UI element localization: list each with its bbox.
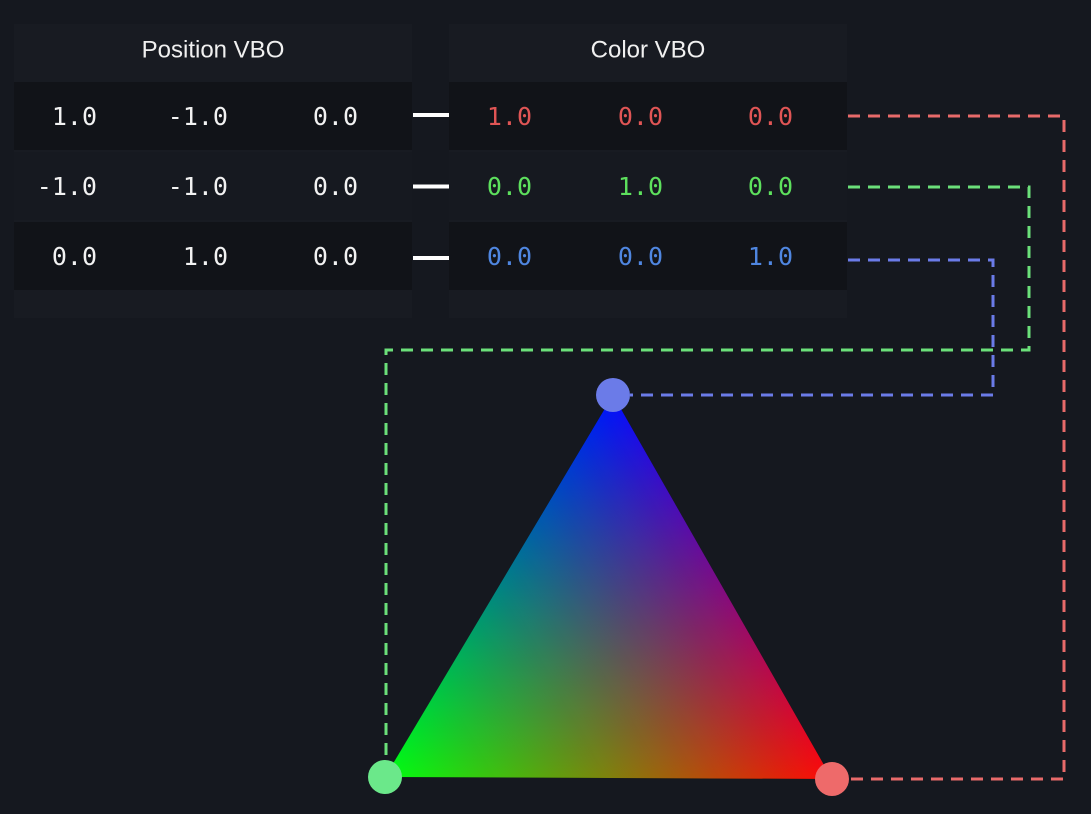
cell-value: 0.0 bbox=[487, 172, 532, 201]
cell-value: 1.0 bbox=[748, 242, 793, 271]
cell-value: -1.0 bbox=[168, 102, 228, 131]
panel-title: Color VBO bbox=[591, 36, 706, 63]
vertex-blue bbox=[596, 378, 630, 412]
triangle-red bbox=[385, 395, 832, 779]
triangle bbox=[385, 395, 832, 779]
cell-value: 1.0 bbox=[183, 242, 228, 271]
cell-value: 0.0 bbox=[313, 172, 358, 201]
blue-connector bbox=[630, 258, 995, 397]
connectors bbox=[384, 114, 1066, 781]
cell-value: 0.0 bbox=[313, 102, 358, 131]
vertex-red bbox=[815, 762, 849, 796]
row-background bbox=[14, 222, 412, 290]
row-background bbox=[449, 82, 847, 150]
vertex-green bbox=[368, 760, 402, 794]
cell-value: -1.0 bbox=[168, 172, 228, 201]
cell-value: 0.0 bbox=[618, 102, 663, 131]
cell-value: 0.0 bbox=[748, 102, 793, 131]
red-connector bbox=[848, 114, 1066, 781]
panel-title: Position VBO bbox=[142, 36, 285, 63]
cell-value: 1.0 bbox=[52, 102, 97, 131]
tables: Position VBO 1.0 -1.0 0.0 -1.0 -1.0 0.0 0.0 1.0 0… bbox=[14, 24, 847, 318]
row-background bbox=[14, 82, 412, 150]
cell-value: 0.0 bbox=[748, 172, 793, 201]
row-background bbox=[14, 152, 412, 220]
green-connector bbox=[384, 185, 1031, 777]
row-background bbox=[449, 222, 847, 290]
cell-value: 0.0 bbox=[487, 242, 532, 271]
cell-value: 1.0 bbox=[618, 172, 663, 201]
cell-value: 1.0 bbox=[487, 102, 532, 131]
cell-value: 0.0 bbox=[52, 242, 97, 271]
cell-value: 0.0 bbox=[618, 242, 663, 271]
cell-value: -1.0 bbox=[37, 172, 97, 201]
cell-value: 0.0 bbox=[313, 242, 358, 271]
row-background bbox=[449, 152, 847, 220]
